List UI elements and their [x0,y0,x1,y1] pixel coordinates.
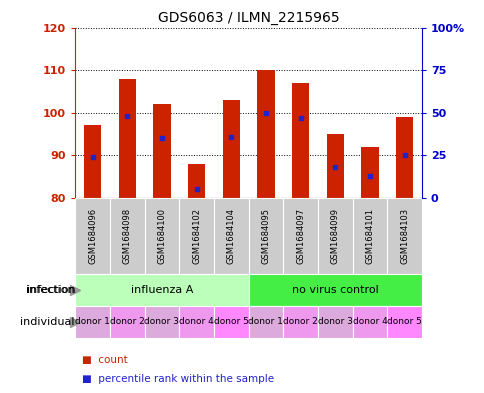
Bar [283,198,318,274]
Bar [248,306,283,338]
Bar [213,198,248,274]
Text: GSM1684104: GSM1684104 [226,208,235,264]
Text: GSM1684099: GSM1684099 [330,208,339,264]
Bar [213,306,248,338]
Bar [257,70,274,198]
Text: no virus control: no virus control [291,285,378,295]
Text: GSM1684098: GSM1684098 [122,208,132,264]
Text: donor 1: donor 1 [248,318,283,327]
Text: donor 3: donor 3 [317,318,352,327]
Text: donor 5: donor 5 [213,318,248,327]
Bar [326,134,343,198]
Bar [118,79,136,198]
Text: donor 5: donor 5 [386,318,421,327]
Text: infection: infection [26,285,75,295]
Bar [248,198,283,274]
Text: ■  count: ■ count [82,354,127,365]
Bar [144,198,179,274]
Bar [386,198,421,274]
Bar [248,274,421,306]
Bar [352,306,386,338]
Bar [187,164,205,198]
Text: GSM1684095: GSM1684095 [261,208,270,264]
Text: donor 2: donor 2 [283,318,318,327]
Text: GSM1684101: GSM1684101 [364,208,374,264]
Text: GSM1684096: GSM1684096 [88,208,97,264]
Bar [75,274,248,306]
Bar [395,117,412,198]
Title: GDS6063 / ILMN_2215965: GDS6063 / ILMN_2215965 [157,11,339,25]
Text: GSM1684097: GSM1684097 [295,208,304,264]
Text: donor 4: donor 4 [352,318,387,327]
Bar [386,306,421,338]
Bar [179,198,213,274]
Text: infection: infection [27,285,76,295]
Bar [84,125,101,198]
Bar [222,100,240,198]
Text: donor 3: donor 3 [144,318,179,327]
Text: influenza A: influenza A [130,285,193,295]
Bar [75,306,109,338]
Bar [283,306,318,338]
Text: GSM1684102: GSM1684102 [192,208,201,264]
Text: donor 2: donor 2 [109,318,144,327]
Text: GSM1684100: GSM1684100 [157,208,166,264]
Text: individual: individual [20,317,75,327]
Text: donor 4: donor 4 [179,318,213,327]
Bar [144,306,179,338]
Bar [318,198,352,274]
Bar [75,198,109,274]
Bar [109,198,144,274]
Text: donor 1: donor 1 [75,318,110,327]
Bar [291,83,309,198]
Text: GSM1684103: GSM1684103 [399,208,408,264]
Bar [361,147,378,198]
Bar [179,306,213,338]
Bar [352,198,386,274]
Bar [109,306,144,338]
Bar [318,306,352,338]
Text: ■  percentile rank within the sample: ■ percentile rank within the sample [82,374,273,384]
Bar [153,104,170,198]
